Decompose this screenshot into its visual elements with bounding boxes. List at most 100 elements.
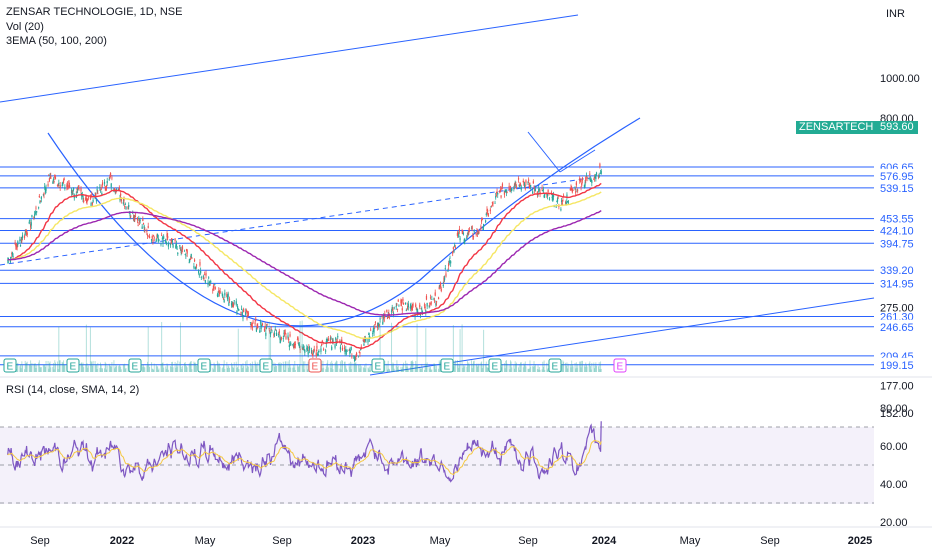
level-box-1: [876, 168, 932, 183]
volume-bar: [87, 367, 89, 372]
candle-body: [92, 199, 94, 203]
candle-body: [17, 241, 19, 245]
symbol-title[interactable]: ZENSAR TECHNOLOGIE, 1D, NSE: [6, 6, 183, 18]
volume-bar: [24, 369, 26, 372]
volume-bar: [528, 369, 530, 372]
candle-body: [280, 336, 282, 340]
candle-body: [11, 253, 13, 255]
candle-body: [259, 330, 261, 333]
candle-body: [208, 281, 210, 285]
volume-bar: [542, 361, 544, 372]
volume-bar: [89, 327, 91, 372]
candle-body: [128, 213, 130, 214]
volume-bar: [106, 365, 108, 372]
candle-body: [391, 307, 393, 309]
volume-bar: [532, 366, 534, 372]
candle-body: [346, 350, 348, 352]
candle-body: [438, 286, 440, 290]
volume-bar: [274, 363, 276, 372]
candle-body: [304, 349, 306, 353]
candle-body: [344, 350, 346, 355]
volume-bar: [518, 364, 520, 372]
candle-body: [409, 306, 411, 309]
volume-bar: [246, 360, 248, 372]
candle-body: [445, 273, 447, 277]
candle-body: [20, 239, 22, 241]
rsi-indicator-label[interactable]: RSI (14, close, SMA, 14, 2): [6, 384, 140, 396]
candle-body: [284, 332, 286, 335]
volume-bar: [504, 368, 506, 372]
candle-body: [415, 304, 417, 308]
candle-body: [289, 334, 291, 337]
candle-body: [219, 291, 221, 294]
candle-body: [28, 221, 30, 224]
candle-body: [213, 286, 215, 289]
candle-body: [378, 323, 380, 327]
candle-body: [294, 343, 297, 346]
candle-body: [406, 309, 408, 311]
candle-body: [212, 285, 215, 289]
volume-bar: [341, 360, 343, 372]
volume-bar: [48, 368, 50, 372]
candle-body: [325, 350, 327, 352]
candle-body: [299, 349, 301, 351]
candle-body: [241, 312, 243, 316]
candle-body: [227, 293, 229, 297]
rsi-tick-0: 80.00: [880, 403, 908, 415]
volume-bar: [270, 326, 272, 372]
candle-body: [368, 335, 370, 340]
volume-bar: [54, 362, 56, 372]
volume-bar: [96, 368, 98, 372]
volume-bar: [15, 369, 17, 372]
volume-bar: [110, 366, 112, 372]
candle-body: [38, 207, 40, 209]
volume-bar: [45, 360, 47, 372]
time-tick-3: Sep: [272, 535, 292, 547]
volume-bar: [212, 367, 214, 372]
candle-body: [534, 188, 536, 192]
volume-bar: [511, 367, 513, 372]
volume-bar: [231, 364, 233, 372]
candle-body: [570, 187, 572, 191]
candle-body: [401, 299, 403, 303]
volume-bar: [298, 366, 300, 372]
candle-body: [171, 239, 174, 243]
candle-body: [269, 330, 271, 333]
volume-bar: [477, 365, 479, 372]
volume-bar: [81, 364, 83, 372]
earnings-marker-2: E: [128, 358, 142, 373]
handle-line-1: [527, 131, 561, 173]
volume-bar: [518, 367, 520, 372]
candle-body: [332, 339, 334, 343]
candle-body: [586, 177, 588, 179]
volume-bar: [358, 364, 360, 372]
candle-body: [472, 236, 475, 238]
candle-body: [423, 304, 426, 306]
volume-bar: [335, 360, 337, 372]
volume-bar: [595, 362, 597, 372]
candle-body: [194, 267, 196, 269]
candle-body: [285, 336, 287, 339]
level-label-4: 424.10: [880, 226, 914, 238]
currency-label: INR: [886, 8, 905, 20]
candle-body: [444, 277, 446, 280]
candle-body: [302, 346, 305, 349]
candle-body: [504, 190, 506, 193]
volume-bar: [278, 362, 280, 372]
ema-indicator-label[interactable]: 3EMA (50, 100, 200): [6, 35, 107, 47]
candle-body: [395, 306, 397, 308]
candle-body: [480, 219, 483, 222]
candle-body: [522, 180, 524, 183]
vol-indicator-label[interactable]: Vol (20): [6, 21, 44, 33]
volume-bar: [227, 365, 229, 372]
candle-body: [525, 180, 527, 184]
volume-bar: [176, 366, 178, 372]
candle-body: [202, 275, 204, 279]
candle-body: [120, 193, 122, 196]
volume-bar: [419, 366, 421, 372]
candle-body: [278, 333, 280, 335]
candle-body: [109, 176, 111, 179]
volume-bar: [456, 360, 458, 372]
volume-bar: [124, 368, 126, 372]
